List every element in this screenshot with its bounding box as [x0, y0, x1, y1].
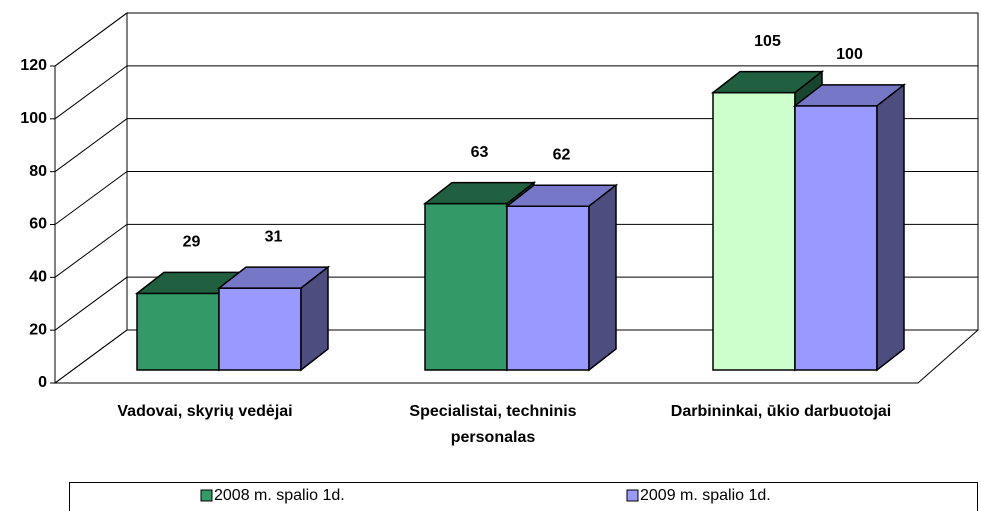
legend-label: 2008 m. spalio 1d.: [214, 487, 345, 504]
y-tick-label: 100: [20, 110, 47, 127]
x-tick-label: Specialistai, techninis personalas: [409, 403, 576, 446]
x-tick-label: Vadovai, skyrių vedėjai: [117, 403, 292, 420]
legend: [69, 482, 978, 511]
bar: [424, 202, 508, 371]
y-tick-label: 0: [38, 374, 47, 391]
grid-line: [54, 118, 978, 173]
bar: [136, 292, 220, 371]
value-label: 63: [471, 144, 489, 161]
value-label: 29: [183, 234, 201, 251]
y-tick-label: 120: [20, 57, 47, 74]
grid-line: [54, 65, 978, 120]
floor: [55, 329, 979, 384]
bar: [712, 91, 796, 371]
bar: [506, 205, 590, 371]
value-label: 100: [836, 46, 863, 63]
legend-swatch: [200, 489, 213, 502]
grid-line: [54, 223, 978, 278]
y-tick-label: 40: [29, 269, 47, 286]
value-label: 62: [553, 146, 571, 163]
grid-line: [54, 276, 978, 331]
y-tick-label: 20: [29, 321, 47, 338]
grid-line: [54, 329, 978, 384]
bar: [218, 287, 302, 371]
value-label: 31: [265, 228, 283, 245]
y-tick-label: 80: [29, 163, 47, 180]
legend-swatch: [626, 489, 639, 502]
value-label: 105: [754, 33, 781, 50]
x-tick-label: Darbininkai, ūkio darbuotojai: [671, 403, 891, 420]
bar: [794, 105, 878, 371]
grid-line: [54, 171, 978, 225]
bar-side: [300, 265, 329, 372]
y-tick-label: 60: [29, 216, 47, 233]
bar-side: [588, 183, 617, 372]
grid-line: [54, 12, 978, 67]
legend-label: 2009 m. spalio 1d.: [640, 487, 771, 504]
bar-side: [876, 83, 905, 372]
